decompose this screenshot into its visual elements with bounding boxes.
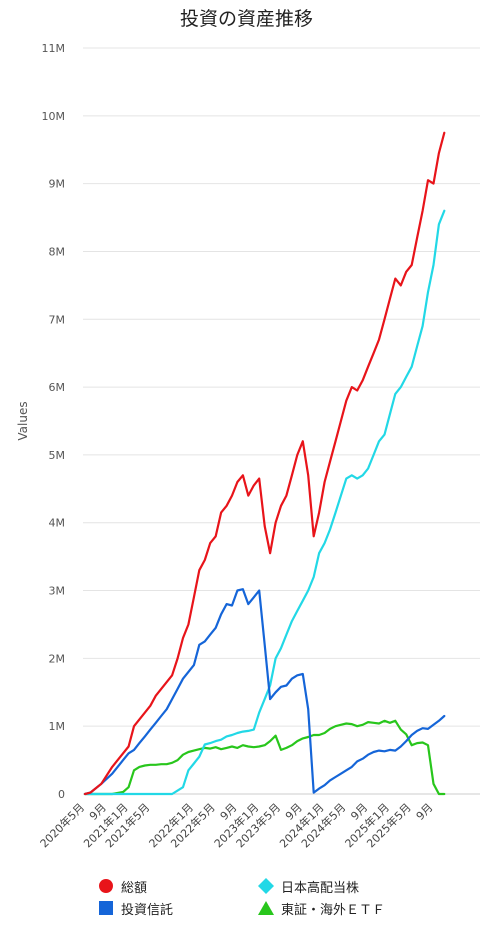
x-tick-label: 2020年5月: [37, 800, 87, 850]
chart-title: 投資の資産推移: [179, 8, 313, 30]
y-axis-label: Values: [16, 401, 30, 440]
y-tick-label: 6M: [49, 381, 66, 394]
legend-label: 投資信託: [121, 902, 174, 918]
y-tick-label: 10M: [42, 110, 66, 123]
series-line: [83, 719, 446, 796]
y-tick-label: 7M: [49, 313, 66, 326]
series-line: [83, 131, 446, 796]
legend-label: 日本高配当株: [281, 880, 360, 896]
legend: 総額 日本高配当株投資信託 東証・海外ＥＴＦ: [97, 876, 437, 918]
legend-item[interactable]: 日本高配当株: [257, 876, 437, 896]
legend-item[interactable]: 投資信託: [97, 898, 257, 918]
diamond-marker-icon: [258, 878, 274, 894]
series-line: [83, 588, 446, 796]
y-tick-label: 1M: [49, 720, 66, 733]
y-tick-label: 2M: [49, 652, 66, 665]
legend-item[interactable]: 総額: [97, 876, 257, 896]
legend-label: 総額: [121, 880, 148, 896]
triangle-marker-icon: [258, 901, 274, 915]
line-chart: 0 1M 2M 3M 4M 5M 6M 7M 8M 9M 10M 11M Values 2020年5月 9月…: [16, 42, 480, 850]
series-line: [83, 209, 446, 796]
y-tick-label: 5M: [49, 449, 66, 462]
circle-marker-icon: [99, 879, 113, 893]
y-tick-label: 3M: [49, 585, 66, 598]
y-tick-label: 8M: [49, 245, 66, 258]
x-tick-label: 9月: [414, 801, 436, 823]
y-tick-label: 11M: [42, 42, 66, 55]
y-tick-label: 4M: [49, 517, 66, 530]
y-tick-label: 9M: [49, 178, 66, 191]
y-tick-label: 0: [58, 788, 65, 801]
legend-label: 東証・海外ＥＴＦ: [281, 902, 386, 918]
legend-item[interactable]: 東証・海外ＥＴＦ: [257, 898, 437, 918]
square-marker-icon: [99, 901, 113, 915]
